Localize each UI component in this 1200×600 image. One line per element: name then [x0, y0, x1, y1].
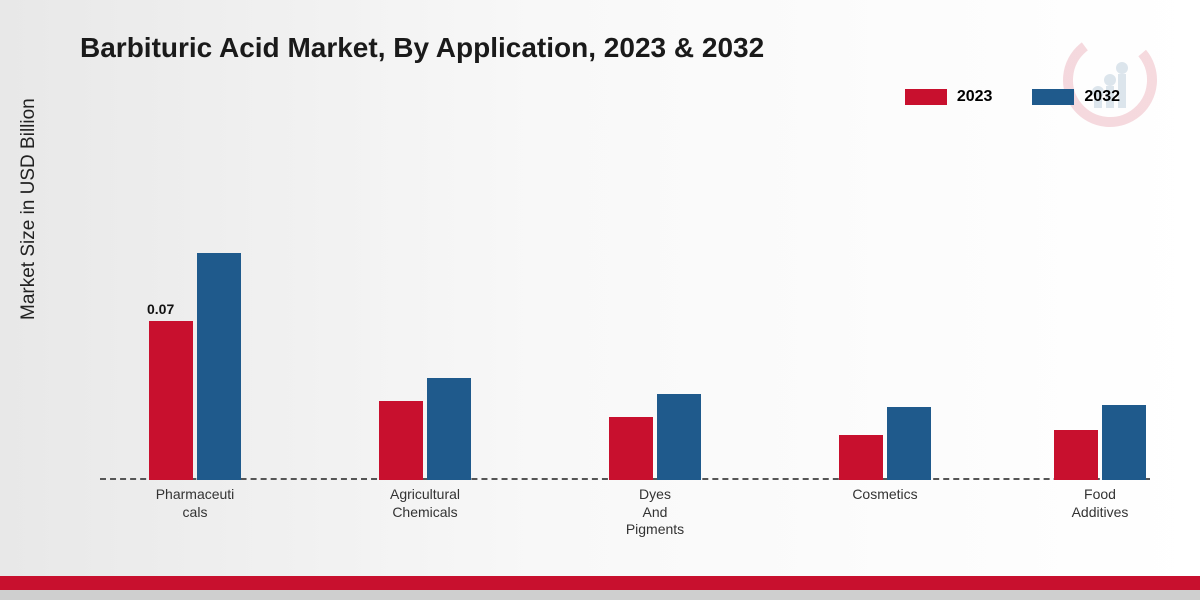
legend-label-2032: 2032 [1084, 88, 1120, 106]
bar [657, 394, 701, 480]
chart-page: Barbituric Acid Market, By Application, … [0, 0, 1200, 600]
bar [1102, 405, 1146, 480]
legend-item-2023: 2023 [905, 88, 993, 106]
x-axis-category-label: AgriculturalChemicals [365, 486, 485, 521]
bar [1054, 430, 1098, 480]
bar-group: 0.07 [149, 253, 241, 480]
x-axis-category-label: FoodAdditives [1040, 486, 1160, 521]
legend-swatch-2032 [1032, 89, 1074, 105]
legend-item-2032: 2032 [1032, 88, 1120, 106]
bar [887, 407, 931, 480]
bar [379, 401, 423, 480]
chart-title: Barbituric Acid Market, By Application, … [80, 32, 764, 64]
x-axis-category-label: DyesAndPigments [595, 486, 715, 539]
bar-value-label: 0.07 [147, 301, 174, 317]
brand-logo-icon [1060, 30, 1160, 130]
bar-group [379, 378, 471, 480]
y-axis-label: Market Size in USD Billion [18, 98, 40, 320]
legend: 2023 2032 [905, 88, 1120, 106]
bar-group [609, 394, 701, 480]
footer-grey-bar [0, 590, 1200, 600]
bar [609, 417, 653, 480]
bar [839, 435, 883, 480]
footer-accent-bar [0, 576, 1200, 590]
legend-label-2023: 2023 [957, 88, 993, 106]
x-axis-category-label: Pharmaceuticals [135, 486, 255, 521]
legend-swatch-2023 [905, 89, 947, 105]
bar [427, 378, 471, 480]
x-axis-category-label: Cosmetics [825, 486, 945, 504]
x-axis-labels: Pharmaceuticals AgriculturalChemicals Dyes… [100, 480, 1150, 540]
plot-area: 0.07 [100, 140, 1150, 480]
bar-group [839, 407, 931, 480]
bar-group [1054, 405, 1146, 480]
bar [149, 321, 193, 480]
bar [197, 253, 241, 480]
